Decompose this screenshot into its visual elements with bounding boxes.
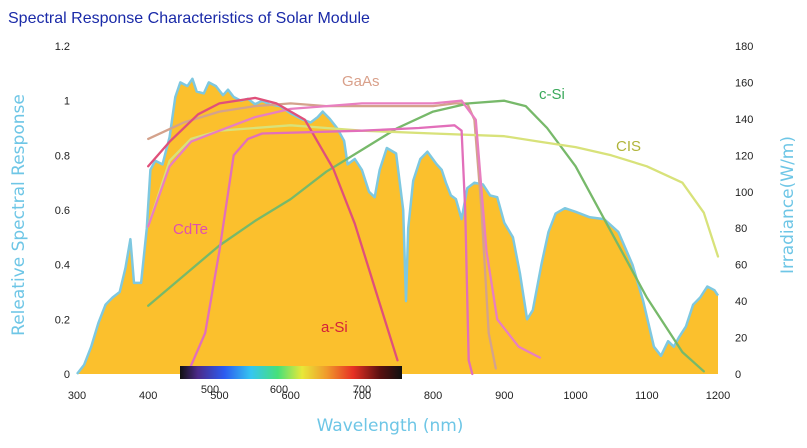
x-tick-label: 300: [68, 390, 86, 402]
x-tick-label: 800: [424, 390, 442, 402]
spectrum-tick-label: 600: [270, 384, 288, 396]
x-tick-label: 500: [210, 390, 228, 402]
y2-axis-ticks: 0 20 40 60 80 100 120 140 160 180: [735, 41, 753, 381]
x-tick-label: 1100: [635, 390, 659, 402]
y-axis-ticks: 0 0.2 0.4 0.6 0.8 1 1.2: [55, 41, 70, 381]
x-tick-label: 400: [139, 390, 157, 402]
visible-spectrum-bar: [180, 366, 402, 379]
y-axis-label: Releative Spectral Response: [9, 94, 29, 336]
irradiance-edge: [76, 77, 720, 375]
series-line-gaas: [147, 102, 497, 370]
series-label-cis: CIS: [616, 138, 641, 155]
x-axis-ticks: 300 400 500 600 700 800 900 1000 1100 1200: [68, 390, 730, 402]
x-tick-label: 700: [353, 390, 371, 402]
y2-tick-label: 180: [735, 41, 753, 53]
y2-tick-label: 140: [735, 114, 753, 126]
y2-tick-label: 20: [735, 333, 747, 345]
y2-tick-label: 160: [735, 77, 753, 89]
x-tick-label: 600: [281, 390, 299, 402]
y2-tick-label: 0: [735, 369, 741, 381]
y-tick-label: 1: [64, 96, 70, 108]
series-label-asi: a-Si: [321, 319, 348, 336]
y2-axis-label: Irradiance(W/m): [778, 136, 798, 274]
series-label-cdte: CdTe: [173, 221, 208, 238]
y2-tick-label: 60: [735, 260, 747, 272]
y-tick-label: 0.4: [55, 260, 70, 272]
x-tick-label: 1000: [563, 390, 587, 402]
spectrum-tick-label: 700: [353, 384, 371, 396]
y-tick-label: 0.6: [55, 205, 70, 217]
spectrum-tick-label: 500: [201, 384, 219, 396]
series-line-a-si: [147, 96, 399, 362]
chart-title: Spectral Response Characteristics of Sol…: [8, 10, 370, 27]
y-tick-label: 0.8: [55, 150, 70, 162]
y2-tick-label: 80: [735, 223, 747, 235]
series-line-c-si: [147, 99, 705, 373]
series-line-unnamed-5: [186, 124, 474, 376]
spectrum-strip: 500 600 700: [180, 366, 402, 396]
series-line-layer: [147, 96, 720, 376]
x-tick-label: 900: [495, 390, 513, 402]
series-line-cis: [147, 124, 720, 258]
y2-tick-label: 40: [735, 296, 747, 308]
x-tick-label: 1200: [706, 390, 730, 402]
y2-tick-label: 100: [735, 187, 753, 199]
series-label-csi: c-Si: [539, 86, 565, 103]
y-tick-label: 1.2: [55, 41, 70, 53]
y-tick-label: 0.2: [55, 314, 70, 326]
series-line-cdte: [147, 99, 542, 359]
x-axis-label: Wavelength (nm): [317, 416, 464, 436]
y-tick-label: 0: [64, 369, 70, 381]
y2-tick-label: 120: [735, 150, 753, 162]
series-label-gaas: GaAs: [342, 73, 380, 90]
